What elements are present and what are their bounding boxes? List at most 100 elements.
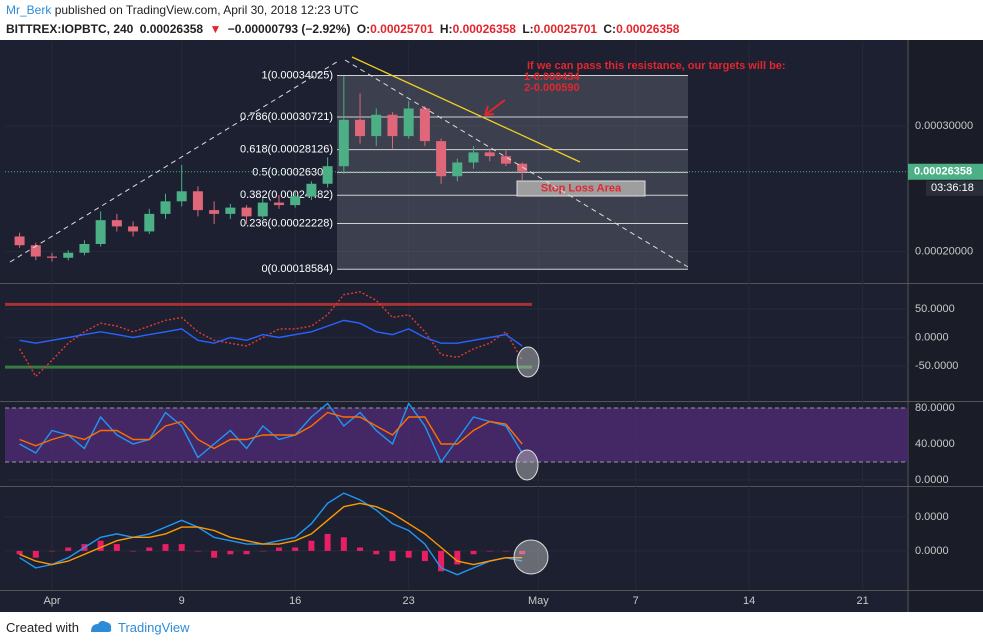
histogram-bar — [130, 550, 137, 552]
histogram-bar — [227, 550, 234, 555]
candle-body — [484, 152, 495, 157]
o-label: O: — [356, 22, 371, 36]
candle-body — [95, 220, 106, 244]
resistance-line — [351, 56, 581, 163]
candle-body — [209, 210, 220, 214]
x-tick-label: 7 — [633, 595, 639, 607]
indicator-line — [19, 402, 523, 464]
histogram-bar — [519, 550, 526, 555]
candle-body — [79, 243, 90, 253]
trend-dashed — [9, 59, 341, 263]
fib-label: 0(0.00018584) — [261, 263, 333, 275]
candle-body — [192, 191, 203, 211]
indicator-line — [18, 291, 523, 378]
x-tick-label: May — [528, 595, 549, 607]
countdown-box — [926, 180, 983, 196]
candle-body — [63, 252, 74, 258]
fib-label: 1(0.00034025) — [261, 69, 333, 81]
y-tick-label: -50.0000 — [915, 360, 958, 372]
histogram-bar — [259, 550, 266, 552]
histogram-bar — [454, 550, 461, 565]
histogram-bar — [146, 547, 153, 551]
candle-body — [160, 201, 171, 214]
logo — [91, 620, 112, 632]
histogram-bar — [32, 550, 39, 558]
histogram-bar — [292, 547, 299, 551]
histogram-bar — [389, 550, 396, 562]
candle-body — [241, 207, 252, 217]
histogram-bar — [405, 550, 412, 558]
x-tick-label: 14 — [743, 595, 755, 607]
annotation: 1-0.000434 — [524, 71, 581, 83]
symbol: BITTREX:IOPBTC, 240 — [6, 22, 134, 36]
y-tick-label: 80.0000 — [915, 402, 955, 414]
histogram-bar — [275, 547, 282, 551]
publish-line: Mr_Berk published on TradingView.com, Ap… — [6, 3, 359, 17]
y-tick-label: 40.0000 — [915, 438, 955, 450]
candle-body — [387, 114, 398, 137]
candle-body — [273, 202, 284, 206]
candle-body — [14, 236, 25, 246]
fib-label: 0.786(0.00030721) — [240, 111, 333, 123]
y-tick-label: 0.00020000 — [915, 245, 973, 257]
price-axis-bg — [908, 40, 983, 612]
annotation: If we can pass this resistance, our targ… — [527, 60, 786, 72]
candle-body — [419, 108, 430, 142]
highlight — [515, 449, 539, 481]
histogram-bar — [16, 550, 23, 555]
histogram-bar — [49, 550, 56, 552]
candle-body — [452, 162, 463, 177]
user-link[interactable]: Mr_Berk — [6, 3, 52, 17]
histogram-bar — [486, 550, 493, 552]
h: 0.00026358 — [452, 22, 516, 36]
l: 0.00025701 — [533, 22, 598, 36]
candle-body — [30, 245, 41, 257]
histogram-bar — [194, 550, 201, 552]
stop-loss-label: Stop Loss Area — [541, 182, 622, 194]
y-tick-label: 0.0000 — [915, 545, 949, 557]
chart: Apr 9 16 23 May 7 14 21 0.00030000 0.00020000 1(0.… — [0, 40, 983, 612]
histogram-bar — [324, 533, 331, 551]
y-tick-label: 0.0000 — [915, 331, 949, 343]
candle-body — [355, 119, 366, 137]
histogram-bar — [502, 550, 509, 552]
candle-body — [371, 114, 382, 137]
histogram-bar — [438, 550, 445, 572]
layer: Apr 9 16 23 May 7 14 21 0.00030000 0.00020000 1(0.… — [5, 42, 983, 607]
price: 0.00026358 — [139, 22, 204, 36]
stop-loss-box — [516, 180, 646, 197]
o: 0.00025701 — [370, 22, 434, 36]
candle-body — [111, 220, 122, 227]
x-tick-label: 16 — [289, 595, 301, 607]
last-price-label: 0.00026358 — [914, 166, 972, 178]
countdown: 03:36:18 — [931, 182, 974, 194]
published: published on TradingView.com, April 30, … — [54, 3, 359, 17]
indicator-line — [19, 502, 523, 566]
change: −0.00000793 (−2.92%) — [227, 22, 351, 36]
y-tick-label: 0.0000 — [915, 474, 949, 486]
candle-body — [176, 191, 187, 202]
symbol-line: BITTREX:IOPBTC, 240 0.00026358 ▼ −0.0000… — [6, 22, 682, 36]
histogram-bar — [113, 544, 120, 551]
annotation: 2-0.000590 — [524, 82, 580, 94]
arrow: ▼ — [209, 22, 222, 36]
brand[interactable]: TradingView — [118, 620, 190, 635]
highlight — [513, 539, 549, 575]
histogram-bar — [357, 547, 364, 551]
h-label: H: — [439, 22, 453, 36]
histogram-bar — [308, 540, 315, 551]
candle-body — [47, 256, 58, 258]
histogram-bar — [243, 550, 250, 555]
fib-label: 0.382(0.00024482) — [240, 189, 333, 201]
arrow — [484, 99, 506, 116]
candle-body — [306, 183, 317, 197]
histogram-bar — [373, 550, 380, 555]
histogram-bar — [178, 544, 185, 551]
histogram-bar — [470, 550, 477, 555]
candle-body — [128, 226, 139, 232]
x-tick-label: 23 — [403, 595, 415, 607]
histogram-bar — [65, 547, 72, 551]
indicator-line — [19, 319, 523, 347]
c-label: C: — [603, 22, 617, 36]
highlight — [516, 346, 540, 378]
